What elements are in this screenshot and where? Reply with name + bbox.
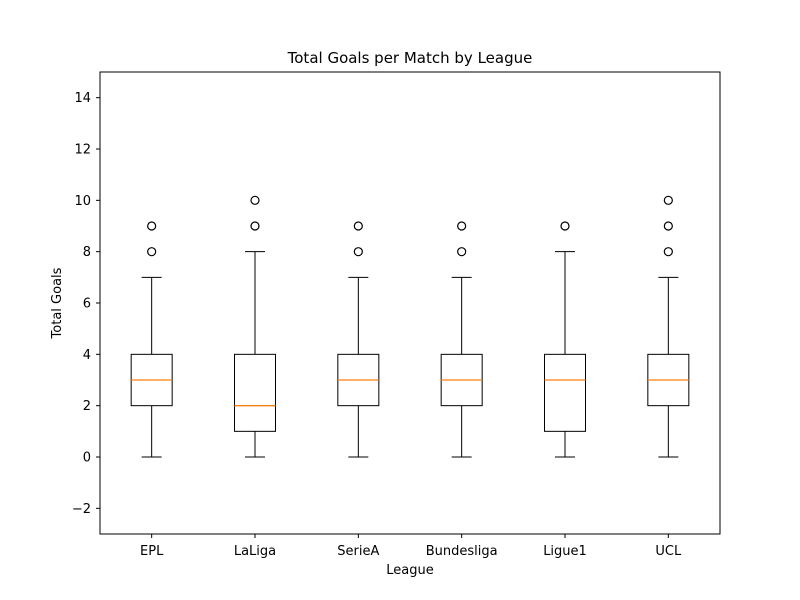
x-tick-label: Ligue1	[543, 544, 587, 559]
x-axis-label: League	[386, 563, 433, 578]
outlier-point	[250, 195, 260, 205]
y-tick-label: 0	[83, 451, 91, 466]
outlier-point	[147, 247, 157, 257]
y-tick-label: 6	[83, 297, 91, 312]
outlier-point	[663, 195, 673, 205]
iqr-box	[544, 353, 586, 432]
y-tick-label: −2	[72, 502, 91, 517]
axes-frame	[99, 71, 721, 535]
iqr-box	[234, 353, 276, 432]
outlier-point	[560, 221, 570, 231]
y-tick-label: 14	[74, 91, 91, 106]
outlier-point	[663, 221, 673, 231]
chart-title: Total Goals per Match by League	[287, 49, 533, 67]
outlier-point	[353, 221, 363, 231]
y-axis-label: Total Goals	[50, 267, 65, 339]
x-tick-label: Bundesliga	[426, 544, 498, 559]
x-tick-label: LaLiga	[234, 544, 276, 559]
outlier-point	[457, 221, 467, 231]
outlier-point	[353, 247, 363, 257]
y-tick-label: 8	[83, 245, 91, 260]
x-tick-label: UCL	[655, 544, 682, 559]
outlier-point	[147, 221, 157, 231]
y-tick-label: 4	[83, 348, 91, 363]
plot-area: −2 0 2 4 6 8 10 12 14 EPL LaLiga SerieA Bundesliga Li…	[72, 71, 721, 559]
outlier-point	[250, 221, 260, 231]
x-tick-label: SerieA	[337, 544, 379, 559]
y-tick-label: 2	[83, 399, 91, 414]
y-tick-label: 12	[74, 143, 91, 158]
y-tick-label: 10	[74, 194, 91, 209]
outlier-point	[663, 247, 673, 257]
x-tick-label: EPL	[140, 544, 164, 559]
outlier-point	[457, 247, 467, 257]
